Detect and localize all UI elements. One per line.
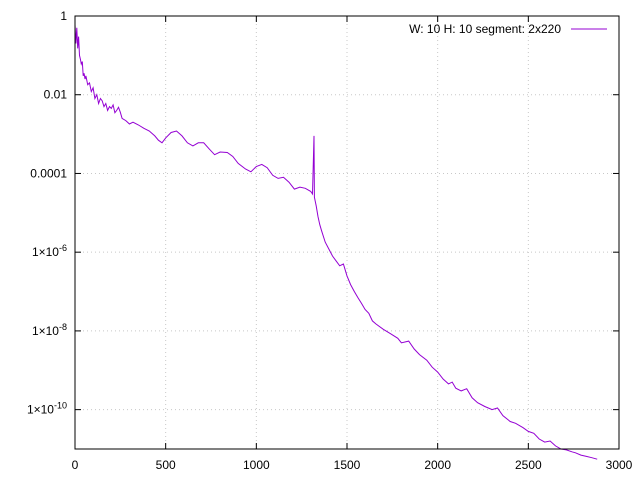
y-tick-label: 0.01 <box>44 88 68 102</box>
y-tick-labels: 1 0.01 0.0001 1×10-6 1×10-8 1×10-10 <box>27 9 67 417</box>
x-tick-label: 2500 <box>515 458 542 472</box>
series-line-0 <box>74 24 598 460</box>
x-tick-label: 2000 <box>424 458 451 472</box>
grid-lines <box>75 16 619 449</box>
y-tick-label: 1×10-10 <box>27 401 67 417</box>
axis-ticks <box>74 15 620 449</box>
y-tick-label: 1 <box>60 9 67 23</box>
series-layer <box>74 24 598 460</box>
x-tick-label: 1500 <box>334 458 361 472</box>
y-tick-label: 1×10-8 <box>32 322 67 338</box>
x-tick-labels: 0 500 1000 1500 2000 2500 3000 <box>72 458 633 472</box>
legend: W: 10 H: 10 segment: 2x220 <box>409 22 607 36</box>
x-tick-label: 0 <box>72 458 79 472</box>
x-tick-label: 500 <box>156 458 176 472</box>
x-tick-label: 1000 <box>243 458 270 472</box>
x-tick-label: 3000 <box>606 458 633 472</box>
y-tick-label: 0.0001 <box>30 166 67 180</box>
y-tick-label: 1×10-6 <box>32 243 67 259</box>
legend-label: W: 10 H: 10 segment: 2x220 <box>409 22 561 36</box>
